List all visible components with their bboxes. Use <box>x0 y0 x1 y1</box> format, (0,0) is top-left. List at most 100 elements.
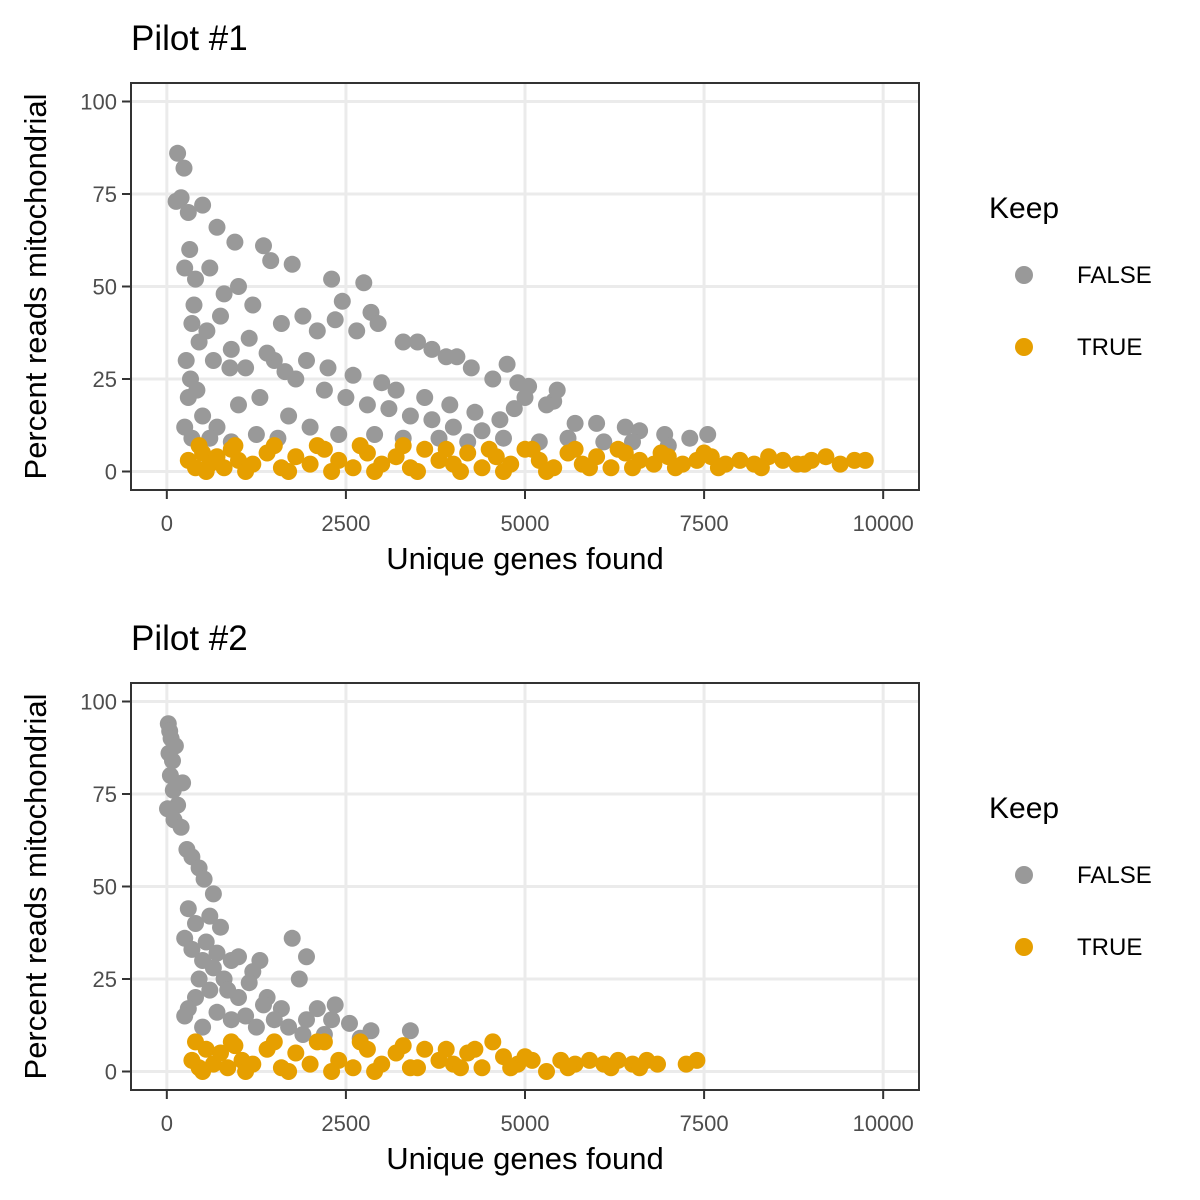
legend-key-false <box>1015 866 1033 884</box>
data-point <box>226 233 244 251</box>
data-point <box>222 340 240 358</box>
series-true <box>183 1033 706 1080</box>
series-true <box>179 437 874 480</box>
data-point <box>208 944 226 962</box>
data-point <box>373 374 391 392</box>
data-point <box>394 1037 412 1055</box>
data-point <box>473 422 491 440</box>
data-point <box>301 455 319 473</box>
data-point <box>341 1014 358 1032</box>
data-point <box>167 192 185 210</box>
data-point <box>369 315 387 332</box>
data-point <box>181 241 199 258</box>
data-point <box>459 444 477 462</box>
legend-key-true <box>1015 338 1033 356</box>
data-point <box>166 737 184 755</box>
data-point <box>516 1048 534 1066</box>
data-point <box>452 463 469 480</box>
data-point <box>498 355 516 373</box>
y-tick-label: 0 <box>105 460 117 485</box>
data-point <box>409 333 426 351</box>
y-axis-title: Percent reads mitochondrial <box>18 94 53 480</box>
data-point <box>298 352 315 369</box>
data-point <box>212 1044 229 1062</box>
data-point <box>602 459 620 477</box>
data-point <box>423 411 441 429</box>
data-point <box>416 440 434 458</box>
data-point <box>212 918 229 936</box>
data-point <box>262 252 280 270</box>
data-point <box>179 900 197 918</box>
data-point <box>538 396 555 414</box>
data-point <box>230 278 247 295</box>
legend: Keep FALSE TRUE <box>989 192 1152 361</box>
data-point <box>566 440 584 458</box>
data-point <box>495 429 512 447</box>
data-point <box>283 929 301 947</box>
data-point <box>452 1059 469 1077</box>
y-tick-label: 25 <box>93 967 117 992</box>
data-point <box>473 459 491 477</box>
data-point <box>752 459 770 477</box>
data-point <box>237 1007 255 1025</box>
legend-key-true <box>1015 938 1033 956</box>
legend-label: TRUE <box>1077 934 1142 961</box>
legend-label: TRUE <box>1077 334 1142 361</box>
data-point <box>323 463 341 480</box>
data-point <box>441 396 459 414</box>
data-point <box>652 444 670 462</box>
data-point <box>179 204 197 221</box>
data-point <box>624 459 641 477</box>
y-tick-label: 100 <box>80 690 117 715</box>
data-point <box>215 459 233 477</box>
data-point <box>280 463 298 480</box>
data-point <box>437 440 455 458</box>
data-point <box>185 296 203 314</box>
data-point <box>444 418 462 436</box>
data-point <box>188 381 206 399</box>
data-point <box>394 437 412 455</box>
data-point <box>631 1059 649 1077</box>
data-point <box>559 1059 577 1077</box>
data-point <box>201 259 219 277</box>
data-point <box>194 196 212 214</box>
data-point <box>462 359 480 377</box>
data-point <box>581 1051 598 1069</box>
data-point <box>230 948 247 966</box>
data-point <box>194 1063 212 1080</box>
data-point <box>240 974 258 992</box>
legend-title: Keep <box>989 792 1059 825</box>
data-point <box>308 1033 326 1051</box>
data-point <box>222 1033 240 1051</box>
data-point <box>602 1059 620 1077</box>
data-point <box>194 407 212 425</box>
y-tick-label: 50 <box>93 275 117 300</box>
y-tick-label: 75 <box>93 782 117 807</box>
data-point <box>326 311 344 329</box>
data-point <box>380 400 398 418</box>
data-point <box>333 292 351 310</box>
data-point <box>201 981 219 999</box>
data-point <box>688 1051 706 1069</box>
data-point <box>164 752 181 770</box>
series-false <box>159 715 419 1047</box>
data-point <box>221 359 239 377</box>
data-point <box>609 440 627 458</box>
data-point <box>351 1033 369 1051</box>
data-point <box>588 414 606 432</box>
data-point <box>265 1011 283 1029</box>
data-point <box>681 429 699 447</box>
data-point <box>448 348 466 366</box>
data-point <box>416 389 434 406</box>
data-point <box>197 463 215 480</box>
data-point <box>401 407 419 425</box>
data-point <box>172 818 190 836</box>
data-point <box>581 459 598 477</box>
data-point <box>187 915 204 932</box>
data-point <box>195 870 213 888</box>
data-point <box>301 418 319 436</box>
data-point <box>183 940 201 958</box>
data-point <box>197 933 215 951</box>
legend-title: Keep <box>989 192 1059 225</box>
x-tick-label: 5000 <box>501 1111 550 1136</box>
